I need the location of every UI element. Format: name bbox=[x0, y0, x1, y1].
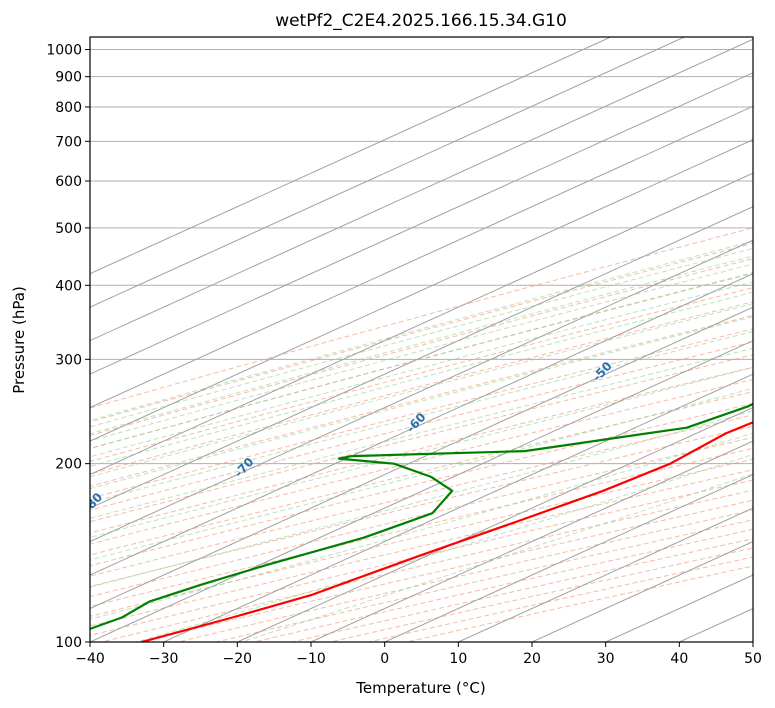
chart-title: wetPf2_C2E4.2025.166.15.34.G10 bbox=[275, 11, 567, 31]
isotherm-line bbox=[90, 37, 611, 275]
y-tick-label: 600 bbox=[55, 174, 82, 190]
sounding-profiles bbox=[90, 402, 753, 642]
y-axis-label: Pressure (hPa) bbox=[10, 286, 28, 394]
isotherm-line bbox=[310, 440, 753, 642]
y-tick-label: 200 bbox=[55, 457, 82, 473]
moist-adiabat-line bbox=[90, 387, 753, 561]
skewed-isotherms bbox=[90, 37, 753, 642]
x-tick-label: −30 bbox=[149, 651, 179, 667]
isotherm-line bbox=[90, 273, 753, 576]
y-tick-label: 500 bbox=[55, 221, 82, 237]
sounding-series-line bbox=[90, 402, 753, 631]
isotherm-line bbox=[90, 37, 685, 308]
isotherm-line bbox=[90, 38, 753, 342]
y-tick-label: 1000 bbox=[46, 43, 82, 59]
isotherm-line bbox=[90, 72, 753, 375]
y-tick-label: 700 bbox=[55, 134, 82, 150]
moist-adiabat-line bbox=[90, 347, 753, 519]
isotherm-line bbox=[90, 139, 753, 442]
thermodynamic-background-lines bbox=[90, 227, 753, 642]
isotherm-line bbox=[90, 172, 753, 476]
sounding-series-line bbox=[141, 421, 753, 642]
x-tick-label: −40 bbox=[75, 651, 105, 667]
moist-adiabat-line bbox=[90, 303, 753, 478]
isotherm-line bbox=[90, 340, 753, 642]
y-tick-label: 400 bbox=[55, 278, 82, 294]
x-tick-label: 50 bbox=[744, 651, 762, 667]
isotherm-line bbox=[90, 239, 753, 543]
moist-adiabat-line bbox=[90, 240, 753, 421]
y-tick-label: 800 bbox=[55, 100, 82, 116]
isotherm-line bbox=[90, 206, 753, 509]
y-tick-label: 900 bbox=[55, 70, 82, 86]
isotherm-line bbox=[90, 306, 753, 610]
x-tick-label: −10 bbox=[296, 651, 326, 667]
axes: −40 −30 −20 −10 0 10 20 30 40 50 1000 900 800 700 600 5… bbox=[46, 43, 762, 667]
isotherm-line bbox=[384, 474, 753, 642]
x-tick-label: 10 bbox=[449, 651, 467, 667]
x-tick-label: 0 bbox=[380, 651, 389, 667]
plot-frame bbox=[89, 36, 754, 643]
x-tick-label: 40 bbox=[670, 651, 688, 667]
isotherm-line bbox=[163, 373, 753, 642]
y-tick-label: 100 bbox=[55, 635, 82, 651]
isotherm-line bbox=[458, 507, 753, 642]
moist-adiabat-line bbox=[90, 247, 753, 428]
y-tick-label: 300 bbox=[55, 352, 82, 368]
isotherm-line bbox=[90, 105, 753, 409]
x-tick-label: 30 bbox=[597, 651, 615, 667]
x-tick-label: −20 bbox=[223, 651, 253, 667]
grid-lines bbox=[90, 49, 753, 642]
moist-adiabat-line bbox=[90, 316, 753, 490]
x-tick-label: 20 bbox=[523, 651, 541, 667]
x-axis-label: Temperature (°C) bbox=[355, 679, 485, 697]
